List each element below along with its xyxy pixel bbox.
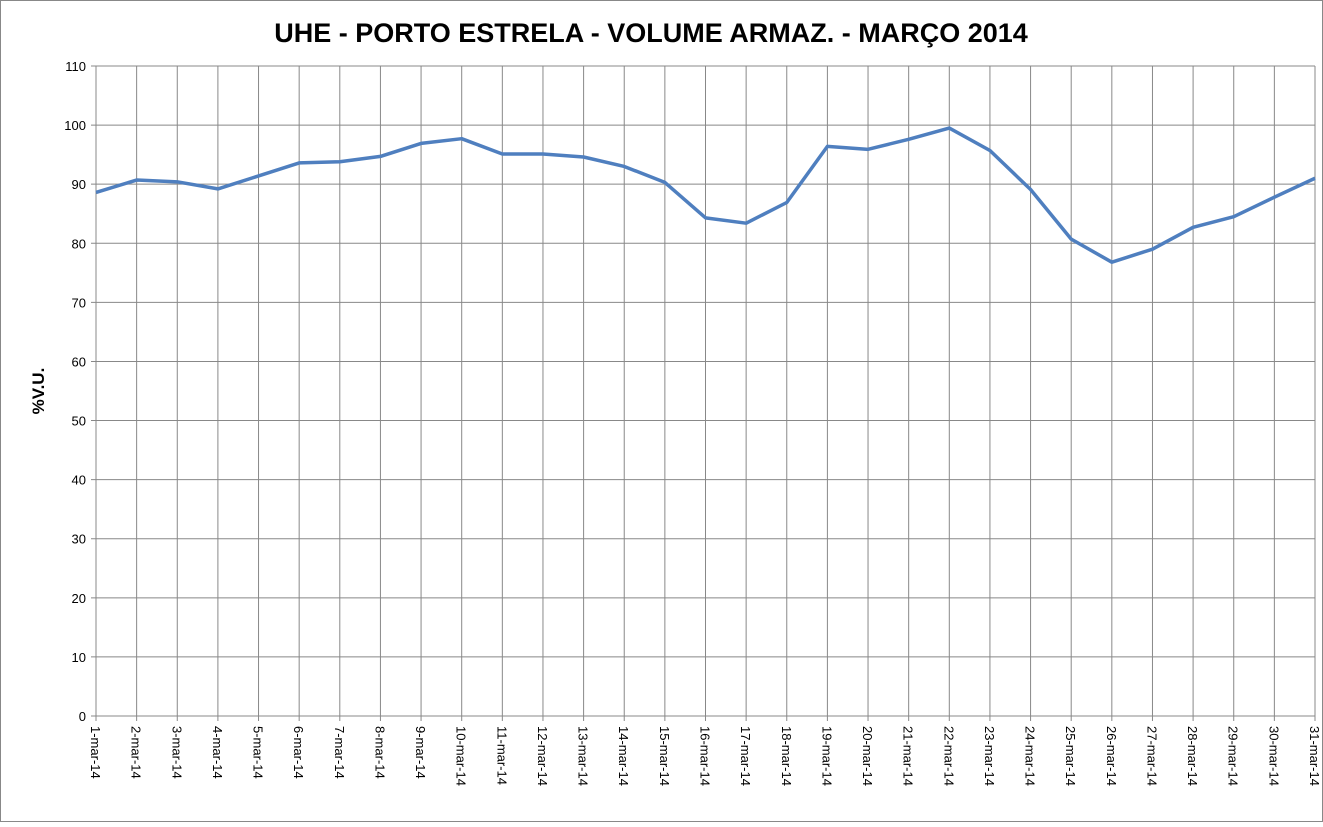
y-tick-label: 60	[72, 354, 86, 369]
chart-title: UHE - PORTO ESTRELA - VOLUME ARMAZ. - MA…	[274, 18, 1028, 48]
line-series	[95, 126, 1316, 264]
x-tick-label: 22-mar-14	[941, 726, 956, 786]
y-tick-label: 50	[72, 414, 86, 429]
x-tick-label: 16-mar-14	[698, 726, 713, 786]
x-tick-label: 1-mar-14	[88, 726, 103, 779]
x-tick-label: 6-mar-14	[291, 726, 306, 779]
y-tick-label: 20	[72, 591, 86, 606]
x-tick-label: 4-mar-14	[210, 726, 225, 779]
y-axis-label: %V.U.	[29, 368, 48, 415]
x-tick-label: 3-mar-14	[169, 726, 184, 779]
x-tick-label: 5-mar-14	[251, 726, 266, 779]
y-tick-label: 70	[72, 295, 86, 310]
x-tick-label: 15-mar-14	[657, 726, 672, 786]
x-tick-label: 7-mar-14	[332, 726, 347, 779]
x-tick-label: 8-mar-14	[372, 726, 387, 779]
y-tick-label: 40	[72, 473, 86, 488]
x-tick-label: 10-mar-14	[454, 726, 469, 786]
y-tick-label: 10	[72, 650, 86, 665]
x-tick-label: 2-mar-14	[129, 726, 144, 779]
x-tick-label: 11-mar-14	[494, 726, 509, 785]
x-tick-label: 17-mar-14	[738, 726, 753, 786]
x-tick-label: 23-mar-14	[982, 726, 997, 786]
y-tick-label: 80	[72, 236, 86, 251]
y-tick-label: 30	[72, 532, 86, 547]
x-tick-label: 12-mar-14	[535, 726, 550, 786]
x-tick-label: 18-mar-14	[779, 726, 794, 786]
x-tick-label: 13-mar-14	[576, 726, 591, 786]
y-tick-label: 90	[72, 177, 86, 192]
y-tick-label: 0	[79, 709, 86, 724]
x-tick-label: 14-mar-14	[616, 726, 631, 786]
x-tick-label: 28-mar-14	[1185, 726, 1200, 786]
y-tick-label: 100	[64, 118, 86, 133]
x-tick-label: 30-mar-14	[1266, 726, 1281, 786]
x-tick-label: 19-mar-14	[819, 726, 834, 786]
x-tick-label: 27-mar-14	[1144, 726, 1159, 786]
x-tick-label: 31-mar-14	[1307, 726, 1322, 786]
x-tick-label: 26-mar-14	[1104, 726, 1119, 786]
y-tick-label: 110	[65, 59, 86, 74]
x-tick-label: 9-mar-14	[413, 726, 428, 779]
x-tick-label: 24-mar-14	[1023, 726, 1038, 786]
x-tick-label: 21-mar-14	[901, 726, 916, 786]
x-tick-label: 20-mar-14	[860, 726, 875, 786]
x-tick-label: 29-mar-14	[1226, 726, 1241, 786]
x-tick-label: 25-mar-14	[1063, 726, 1078, 786]
